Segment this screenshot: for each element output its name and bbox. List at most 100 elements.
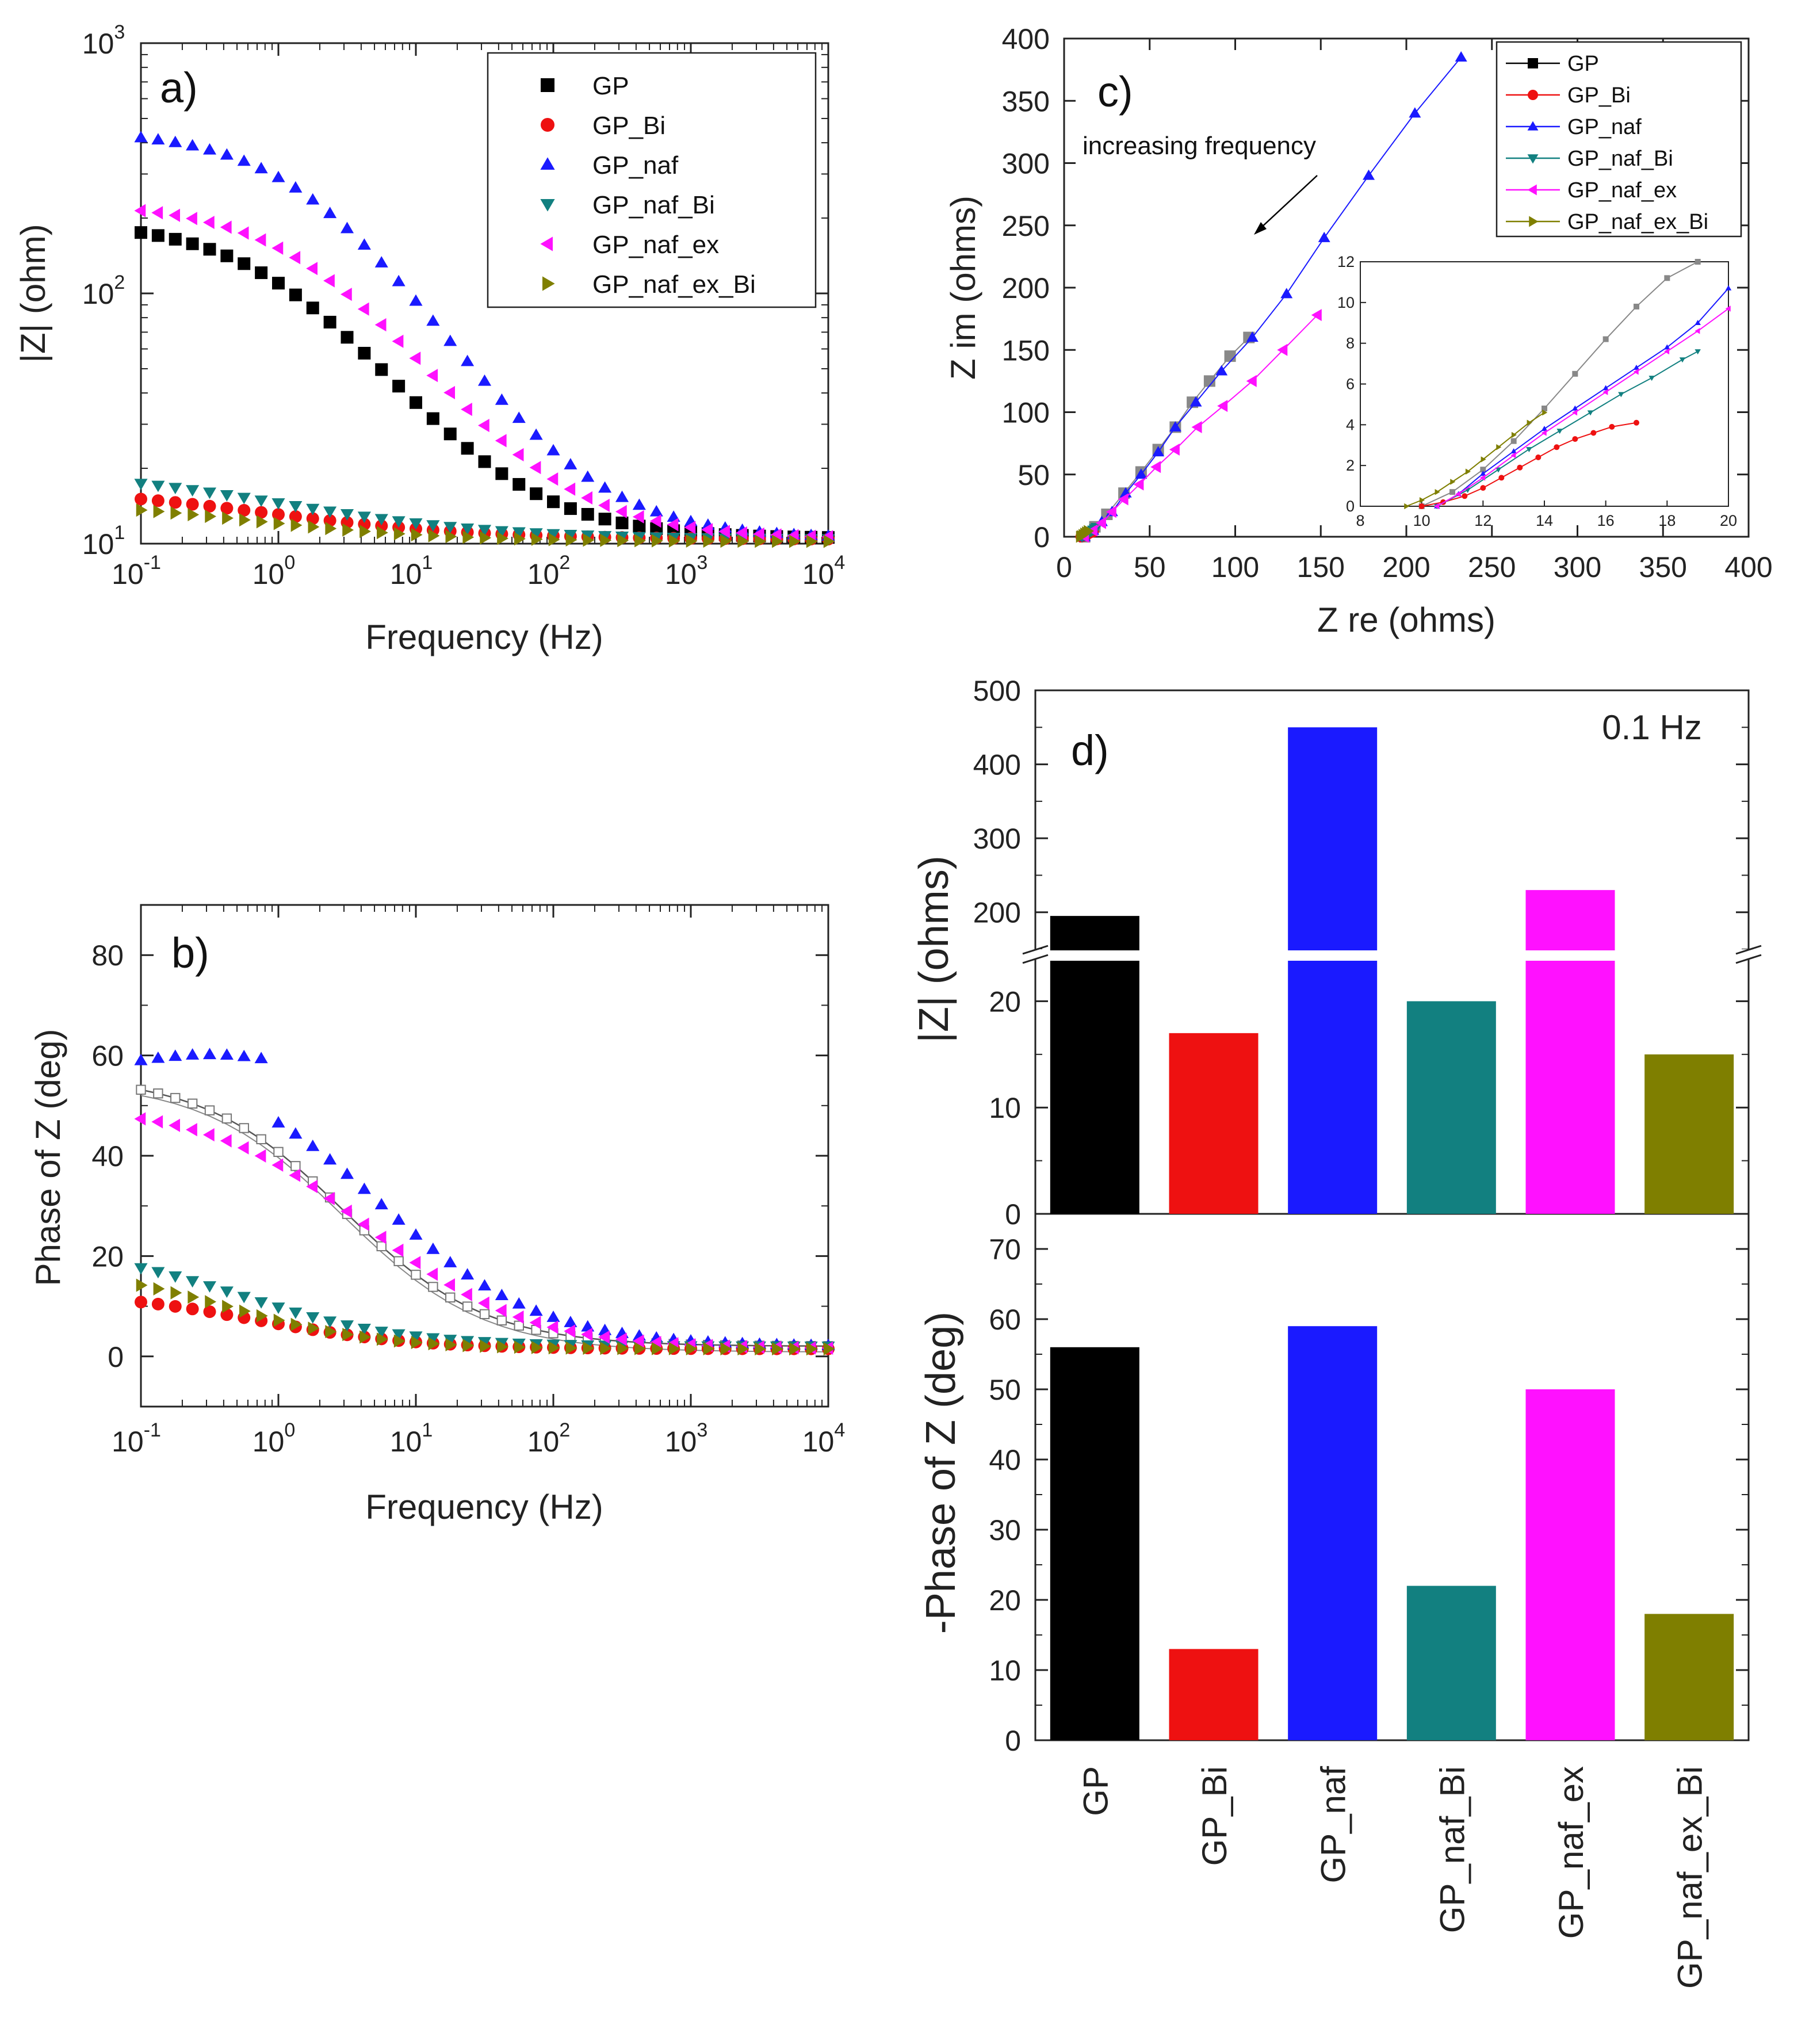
x-tick-label: 0 (1056, 551, 1072, 583)
point-GP (256, 1134, 266, 1144)
y-tick-label: 60 (91, 1040, 124, 1072)
series-GP_naf_ex (1078, 309, 1322, 543)
axis-ticks-a: 10-1 100 101 102 103 104 101 102 103 (82, 21, 846, 590)
point-GP_naf_Bi (392, 516, 406, 528)
point-GP_naf_ex (598, 1330, 610, 1344)
point-GP_naf (340, 1167, 354, 1179)
legend-marker-GP_naf (540, 157, 555, 170)
axis-break-mark (1022, 945, 1049, 955)
inset-point-GP_naf_ex_Bi (1527, 419, 1532, 426)
point-GP_naf_ex_Bi (634, 1342, 646, 1355)
point-GP_naf (1280, 288, 1293, 299)
point-GP_naf_Bi (392, 1329, 406, 1341)
x-tick-label: 350 (1639, 551, 1687, 583)
point-GP_naf (357, 238, 371, 250)
point-GP_naf_Bi (426, 520, 440, 532)
point-GP_naf_ex_Bi (308, 1321, 320, 1335)
point-GP_naf (1409, 107, 1421, 118)
point-GP_naf_ex_Bi (531, 1340, 543, 1354)
point-GP_naf_ex (220, 220, 232, 234)
point-GP_naf_ex_Bi (411, 1336, 423, 1350)
legend-marker-GP (541, 78, 554, 92)
y-tick-label: 101 (82, 522, 125, 560)
y-tick-label: 60 (989, 1304, 1021, 1336)
point-GP_naf_ex_Bi (377, 526, 388, 540)
axis-ticks-c: 0 50 100 150 200 250 300 350 4000501001502002503… (1002, 23, 1773, 583)
inset-y-tick-label: 2 (1346, 457, 1355, 474)
point-GP (581, 508, 594, 521)
point-GP_naf_ex (289, 251, 301, 265)
point-GP_naf_ex_Bi (480, 1339, 492, 1353)
point-GP_naf (134, 1053, 148, 1065)
panel-label-c: c) (1097, 68, 1133, 116)
point-GP_naf (306, 1139, 320, 1151)
point-GP_naf_ex (477, 1296, 489, 1310)
point-GP_naf_Bi (169, 1271, 182, 1283)
point-GP (323, 315, 336, 328)
point-GP_Bi (272, 508, 285, 521)
point-GP_naf_ex_Bi (445, 530, 457, 544)
point-GP_naf (495, 1289, 508, 1300)
inset-point-GP (1572, 370, 1578, 377)
point-GP_naf_ex (546, 472, 559, 486)
y-tick-label: 250 (1002, 210, 1050, 242)
point-GP_naf_ex (1311, 309, 1322, 322)
point-GP_naf_ex_Bi (170, 1286, 182, 1300)
legend-label: GP_Bi (592, 112, 665, 140)
inset-point-GP (1664, 275, 1670, 281)
point-GP_naf_Bi (202, 487, 217, 499)
inset-point-GP_naf (1695, 320, 1701, 325)
legend-marker-GP_naf_ex_Bi (542, 276, 555, 291)
point-GP_naf_Bi (443, 1335, 457, 1346)
y-tick-label: 0 (1005, 1725, 1021, 1757)
point-GP (273, 1147, 284, 1157)
point-GP_naf_ex (1217, 400, 1228, 412)
point-GP_naf_ex_Bi (617, 534, 629, 548)
legend-label: GP (592, 72, 629, 100)
point-GP_naf_ex (151, 206, 163, 220)
inset-x-tick-label: 20 (1720, 512, 1737, 529)
inset-point-GP_naf_Bi (1587, 410, 1594, 416)
point-GP_naf_ex_Bi (136, 1278, 148, 1292)
point-GP_Bi (169, 496, 182, 509)
x-tick-label: 100 (253, 1419, 296, 1458)
inset-x-tick-label: 16 (1597, 512, 1615, 529)
inset-point-GP_naf_ex (1664, 348, 1670, 355)
inset-point-GP_naf_Bi (1526, 447, 1532, 453)
inset-point-GP_Bi (1480, 485, 1486, 491)
series-GP_naf_ex (134, 204, 833, 544)
bar-bottom-GP_Bi (1169, 1649, 1259, 1740)
bar-bottom-GP (1050, 1347, 1139, 1740)
point-GP_naf_ex (323, 1191, 335, 1205)
point-GP (272, 277, 285, 290)
point-GP_naf_ex_Bi (222, 1300, 234, 1313)
data-series-b (134, 1048, 835, 1356)
point-GP_naf_ex_Bi (806, 1342, 818, 1356)
chart-panel-c: 0 50 100 150 200 250 300 350 4000501001502002503… (944, 23, 1773, 639)
point-GP (255, 266, 268, 280)
inset-point-GP_naf (1664, 344, 1670, 350)
point-GP_naf (202, 143, 217, 155)
inset-line-GP (1421, 261, 1699, 507)
point-GP_naf_ex (254, 233, 266, 247)
point-GP_naf_ex_Bi (548, 1341, 560, 1355)
y-tick-label: 400 (1002, 23, 1050, 55)
y-axis-label-c: Z im (ohms) (944, 196, 982, 380)
point-GP (136, 1084, 146, 1095)
x-tick-label: 250 (1468, 551, 1516, 583)
inset-point-GP_Bi (1535, 454, 1542, 460)
point-GP_naf_ex (461, 1287, 472, 1301)
point-GP_naf_Bi (461, 523, 475, 535)
point-GP (411, 1270, 421, 1280)
point-GP (135, 226, 147, 239)
point-GP_naf_Bi (477, 525, 492, 537)
point-GP_naf_Bi (169, 483, 182, 495)
point-GP_naf_ex (306, 262, 318, 276)
point-GP_naf_ex (1169, 443, 1180, 456)
point-GP_naf_ex_Bi (273, 1313, 285, 1327)
point-GP_naf (495, 393, 508, 405)
point-GP_naf_ex (151, 1115, 163, 1129)
point-GP_naf (271, 170, 285, 182)
point-GP (461, 442, 474, 455)
